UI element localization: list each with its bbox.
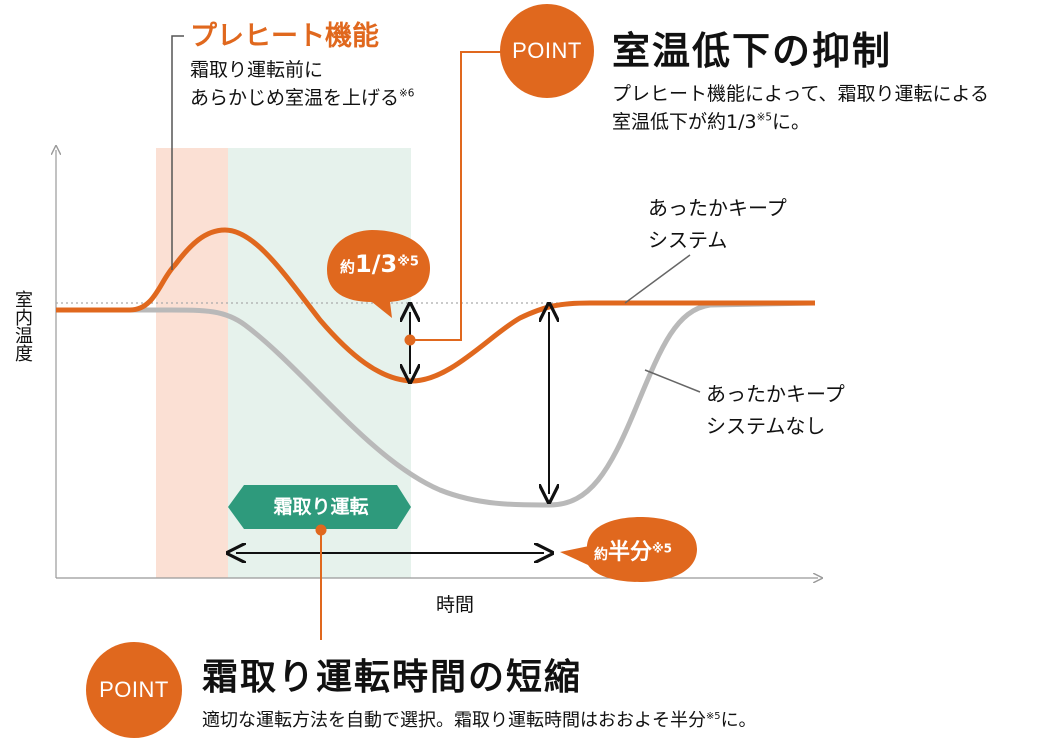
connector-dot-bottom bbox=[315, 524, 327, 536]
label-no-keep-line1: あったかキープ bbox=[706, 382, 845, 406]
defrost-tag-label: 霜取り運転 bbox=[273, 496, 369, 518]
point-top-desc1: プレヒート機能によって、霜取り運転による bbox=[612, 83, 989, 105]
bubble-third-shape bbox=[327, 230, 430, 318]
point-top-desc2-note: ※5 bbox=[756, 111, 772, 124]
label-keep-line1: あったかキープ bbox=[648, 196, 787, 220]
label-no-keep: あったかキープ システムなし bbox=[706, 378, 845, 442]
bubble-half-text: 約半分※5 bbox=[594, 534, 672, 566]
point-bottom-desc: 適切な運転方法を自動で選択。霜取り運転時間はおおよそ半分※5に。 bbox=[202, 706, 757, 732]
curve-without-keep bbox=[56, 300, 816, 508]
point-top-desc2b: に。 bbox=[771, 111, 810, 133]
y-axis-label: 室内温度 bbox=[12, 290, 33, 362]
x-axis-label: 時間 bbox=[436, 594, 475, 616]
point-bottom-desc-b: に。 bbox=[720, 710, 757, 731]
bubble-third-note: ※5 bbox=[397, 254, 419, 270]
connector-preheat bbox=[171, 35, 184, 270]
curve-with-keep bbox=[56, 227, 815, 384]
leader-keep bbox=[624, 254, 691, 304]
bubble-half-value: 半分 bbox=[608, 540, 653, 565]
bubble-half-note: ※5 bbox=[652, 541, 673, 556]
point-top-desc: プレヒート機能によって、霜取り運転による 室温低下が約1/3※5に。 bbox=[612, 80, 989, 136]
preheat-title: プレヒート機能 bbox=[190, 21, 379, 52]
bubble-half-shape bbox=[560, 517, 697, 582]
point-badge-bottom: POINT bbox=[86, 642, 182, 738]
label-no-keep-line2: システムなし bbox=[706, 414, 826, 438]
bubble-half-prefix: 約 bbox=[594, 547, 608, 563]
preheat-note: ※6 bbox=[399, 87, 415, 100]
preheat-line1: 霜取り運転前に bbox=[190, 59, 324, 81]
connector-top-point bbox=[410, 51, 505, 341]
point-badge-top: POINT bbox=[500, 4, 594, 98]
label-keep: あったかキープ システム bbox=[648, 192, 787, 256]
label-keep-line2: システム bbox=[648, 228, 728, 252]
bubble-third-prefix: 約 bbox=[340, 258, 356, 276]
leader-no-keep bbox=[644, 369, 701, 393]
preheat-desc: 霜取り運転前に あらかじめ室温を上げる※6 bbox=[190, 56, 414, 112]
bubble-third-value: 1/3 bbox=[355, 250, 398, 278]
preheat-line2: あらかじめ室温を上げる bbox=[190, 87, 400, 109]
defrost-tag-shape bbox=[228, 485, 411, 529]
preheat-line2-wrap: あらかじめ室温を上げる※6 bbox=[190, 84, 414, 112]
point-bottom-desc-note: ※5 bbox=[706, 711, 721, 722]
point-bottom-desc-a: 適切な運転方法を自動で選択。霜取り運転時間はおおよそ半分 bbox=[202, 710, 706, 731]
point-bottom-title: 霜取り運転時間の短縮 bbox=[202, 657, 583, 698]
point-top-title: 室温低下の抑制 bbox=[612, 29, 893, 73]
point-top-desc2a: 室温低下が約1/3 bbox=[612, 111, 757, 133]
bubble-third-text: 約1/3※5 bbox=[340, 250, 419, 278]
preheat-band bbox=[156, 148, 228, 578]
point-top-desc2-wrap: 室温低下が約1/3※5に。 bbox=[612, 108, 989, 136]
connector-dot-top bbox=[404, 334, 416, 346]
